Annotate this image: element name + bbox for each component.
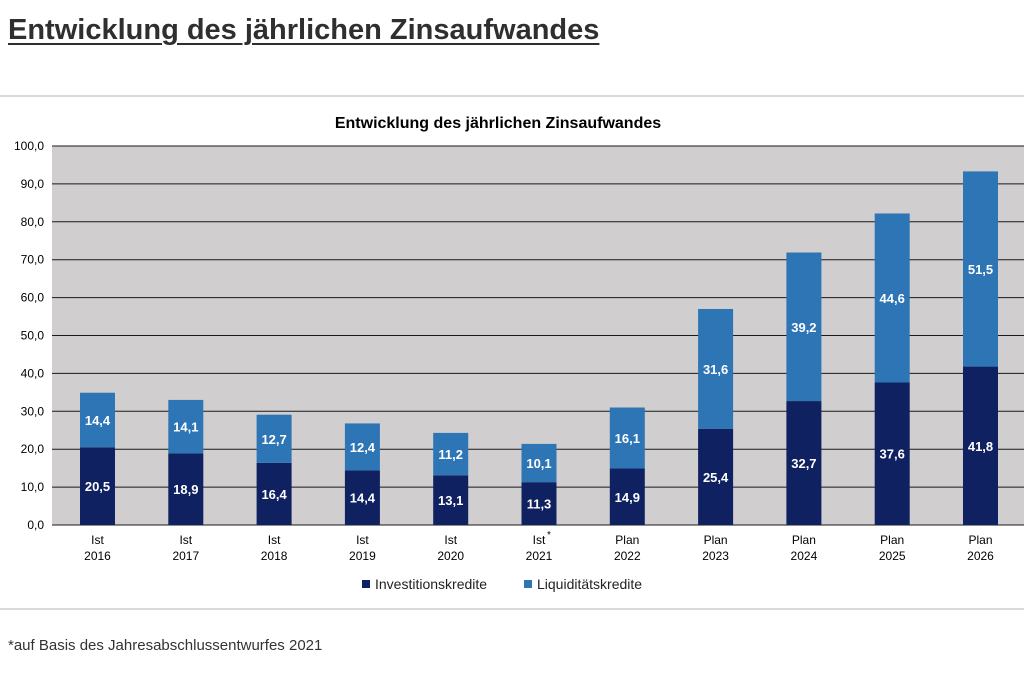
bar-segment [344, 470, 380, 525]
x-tick-label-line2: 2024 [791, 549, 818, 563]
bar-value-label: 14,4 [350, 491, 376, 506]
bar-segment [698, 428, 734, 525]
x-tick-label-line1: Ist [179, 533, 192, 547]
bar-segment [168, 453, 204, 525]
y-tick-label: 70,0 [21, 253, 45, 267]
y-tick-label: 90,0 [21, 177, 45, 191]
bar-value-label: 14,9 [615, 490, 640, 505]
bar-segment [874, 213, 910, 383]
x-tick-label-line2: 2017 [172, 549, 199, 563]
bar-value-label: 37,6 [880, 447, 905, 462]
bar-segment [521, 443, 557, 483]
x-tick-label-line2: 2025 [879, 549, 906, 563]
bar-value-label: 51,5 [968, 262, 993, 277]
x-tick-label-line1: Ist [268, 533, 281, 547]
x-tick-label-line2: 2026 [967, 549, 994, 563]
x-tick-label-line1: Plan [792, 533, 816, 547]
bar-value-label: 41,8 [968, 439, 993, 454]
y-axis: 0,0 10,0 20,0 30,0 40,0 50,0 60,0 70,0 80,0 90,0 1… [14, 139, 44, 532]
bar-segment [609, 407, 645, 469]
bar-segment [433, 432, 469, 476]
legend-label-liquiditaetskredite: Liquiditätskredite [537, 576, 642, 592]
bar-segment [256, 414, 292, 463]
bar-segment [963, 171, 998, 367]
legend-swatch-liquiditaetskredite [524, 580, 532, 588]
y-tick-label: 30,0 [21, 404, 45, 418]
bar-value-label: 13,1 [438, 493, 463, 508]
x-tick-label-line1: Plan [968, 533, 992, 547]
y-tick-label: 20,0 [21, 442, 45, 456]
y-tick-label: 80,0 [21, 215, 45, 229]
bar-value-label: 31,6 [703, 362, 728, 377]
y-tick-label: 60,0 [21, 291, 45, 305]
chart-title: Entwicklung des jährlichen Zinsaufwandes [335, 115, 661, 132]
chart: Entwicklung des jährlichen Zinsaufwandes… [14, 115, 1024, 592]
bar-value-label: 10,1 [526, 456, 551, 471]
y-tick-label: 100,0 [14, 139, 44, 153]
x-tick-marker: * [547, 530, 551, 541]
x-tick-label-line2: 2020 [437, 549, 464, 563]
y-tick-label: 50,0 [21, 329, 45, 343]
x-tick-label-line1: Ist [444, 533, 457, 547]
bar-value-label: 14,4 [85, 413, 111, 428]
bar-value-label: 16,1 [615, 431, 640, 446]
x-tick-label-line1: Plan [615, 533, 639, 547]
bar-segment [168, 399, 204, 454]
bar-segment [786, 252, 822, 402]
bar-value-label: 11,2 [438, 447, 463, 462]
x-tick-label-line2: 2016 [84, 549, 111, 563]
x-tick-label-line1: Ist [356, 533, 369, 547]
x-tick-label-line2: 2021 [526, 549, 553, 563]
bar-value-label: 18,9 [173, 482, 198, 497]
page-title: Entwicklung des jährlichen Zinsaufwandes [8, 14, 600, 46]
bar-segment [521, 482, 557, 525]
bottom-divider [0, 608, 1024, 610]
bar-value-label: 12,7 [261, 432, 286, 447]
legend-swatch-investitionskredite [362, 580, 370, 588]
x-tick-label-line2: 2023 [702, 549, 729, 563]
bar-segment [786, 401, 822, 525]
x-tick-label-line2: 2022 [614, 549, 641, 563]
bar-segment [256, 462, 292, 525]
bar-segment [963, 366, 998, 525]
bar-value-label: 16,4 [261, 487, 287, 502]
bar-value-label: 12,4 [350, 440, 376, 455]
y-tick-label: 10,0 [21, 480, 45, 494]
x-tick-label-line2: 2019 [349, 549, 376, 563]
bar-segment [344, 423, 380, 471]
top-divider [0, 95, 1024, 97]
legend-label-investitionskredite: Investitionskredite [375, 576, 487, 592]
bar-value-label: 11,3 [527, 497, 552, 512]
y-tick-label: 40,0 [21, 366, 45, 380]
x-tick-label-line1: Plan [880, 533, 904, 547]
bar-segment [80, 392, 115, 448]
bar-segment [874, 382, 910, 525]
bar-value-label: 14,1 [173, 420, 198, 435]
bar-segment [609, 468, 645, 525]
x-tick-label-line1: Ist [533, 533, 546, 547]
bars [80, 171, 998, 525]
bar-value-label: 20,5 [85, 479, 110, 494]
bar-labels: 20,5 14,4 18,9 14,1 16,4 12,7 14,4 12,4 13,1 11,2… [85, 262, 993, 512]
y-tick-label: 0,0 [27, 518, 44, 532]
bar-value-label: 32,7 [791, 456, 816, 471]
bar-value-label: 25,4 [703, 470, 729, 485]
bar-segment [80, 447, 115, 525]
x-tick-label-line2: 2018 [261, 549, 288, 563]
x-tick-label-line1: Plan [704, 533, 728, 547]
bar-value-label: 39,2 [791, 320, 816, 335]
bar-segment [698, 308, 734, 429]
x-tick-label-line1: Ist [91, 533, 104, 547]
legend: Investitionskredite Liquiditätskredite [362, 576, 642, 592]
bar-segment [433, 475, 469, 525]
bar-value-label: 44,6 [880, 291, 905, 306]
footnote: *auf Basis des Jahresabschlussentwurfes … [8, 637, 323, 654]
